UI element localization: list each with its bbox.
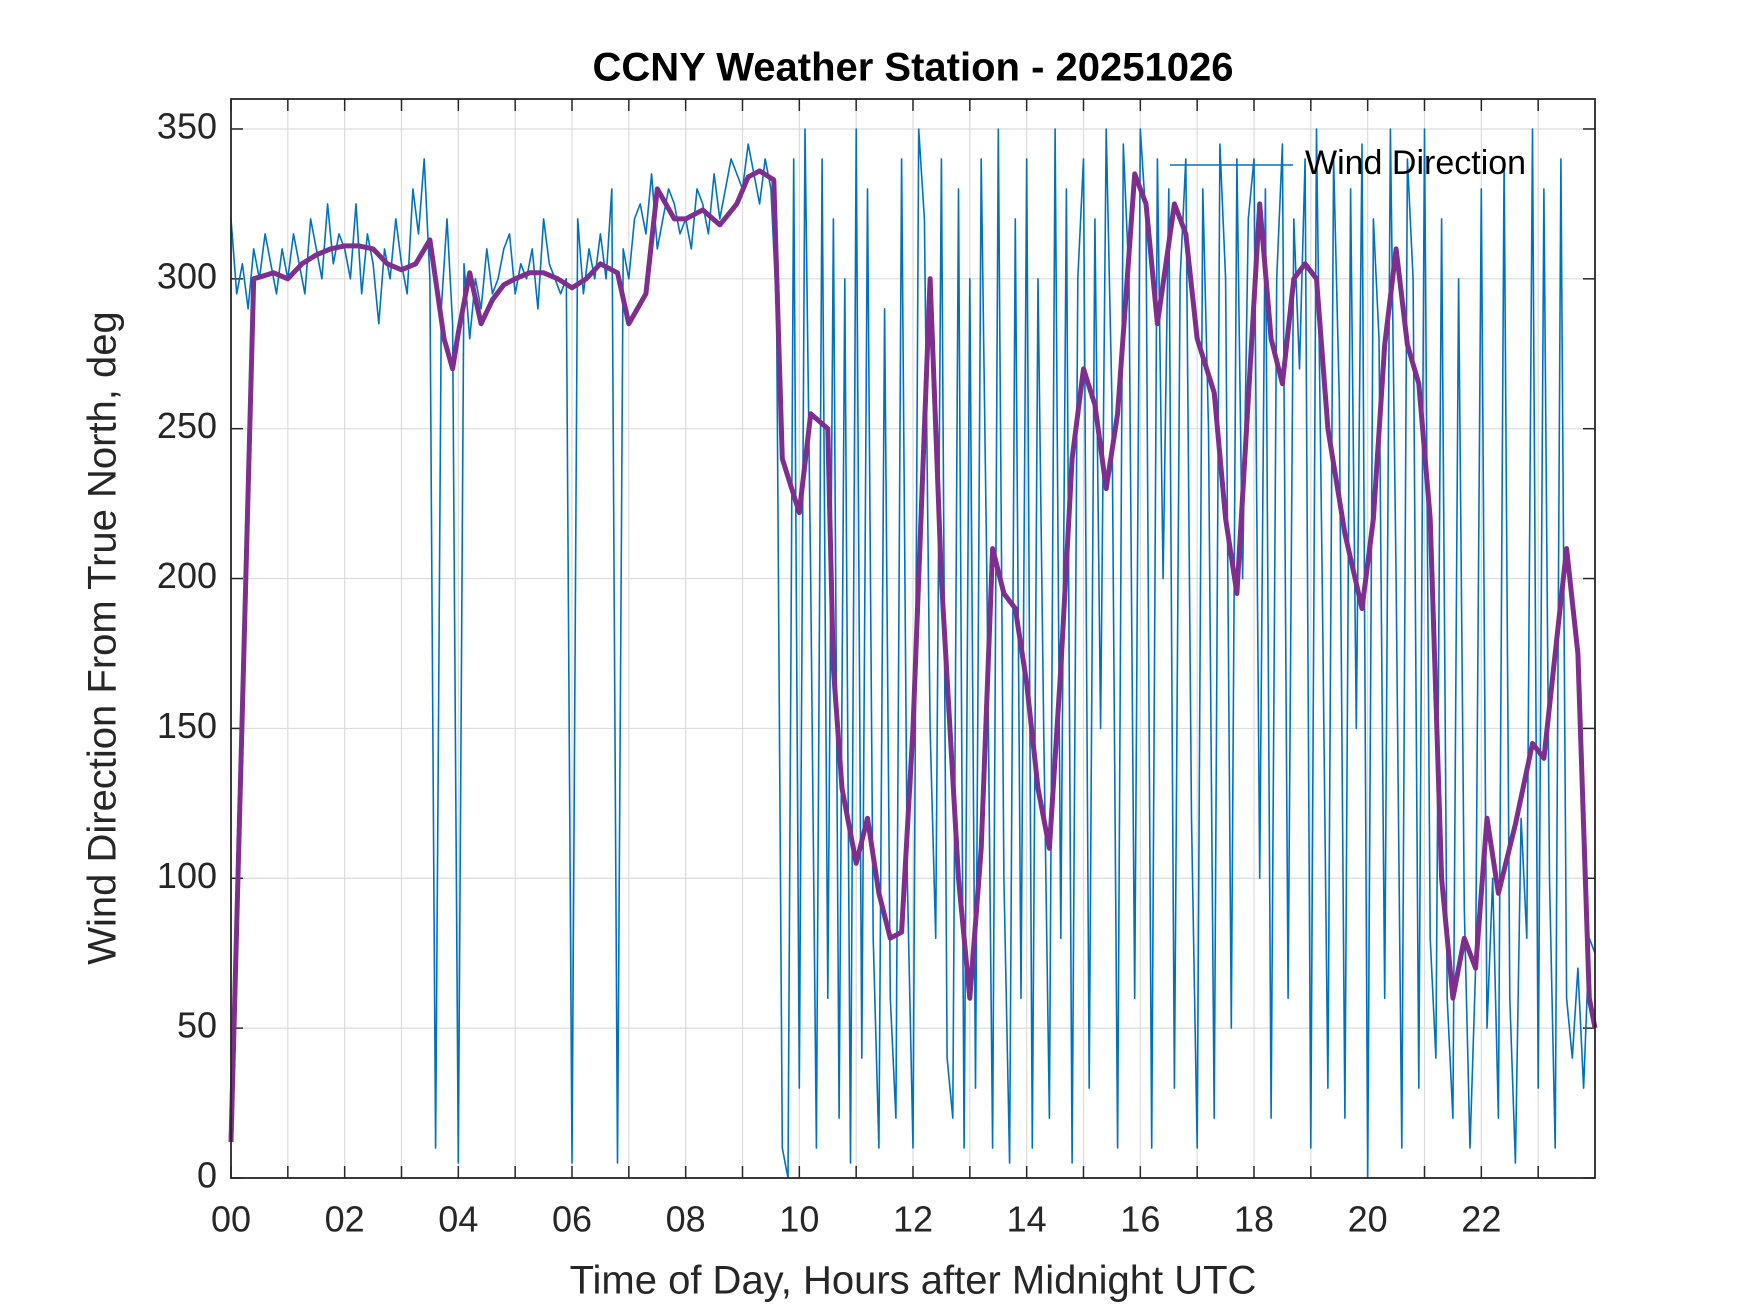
x-tick-label: 12 xyxy=(893,1199,933,1240)
y-tick-label: 250 xyxy=(157,405,217,446)
x-tick-label: 16 xyxy=(1120,1199,1160,1240)
series-line xyxy=(228,168,1598,1143)
x-tick-label: 06 xyxy=(552,1199,592,1240)
plot-frame xyxy=(230,98,1596,1179)
x-tick-label: 22 xyxy=(1461,1199,1501,1240)
y-tick-label: 150 xyxy=(157,705,217,746)
chart-title: CCNY Weather Station - 20251026 xyxy=(593,46,1234,90)
y-tick-label: 50 xyxy=(177,1005,217,1046)
x-axis-label: Time of Day, Hours after Midnight UTC xyxy=(570,1259,1257,1303)
y-tick-label: 300 xyxy=(157,255,217,296)
x-tick-label: 04 xyxy=(438,1199,478,1240)
y-tick-label: 200 xyxy=(157,555,217,596)
x-tick-label: 08 xyxy=(666,1199,706,1240)
y-tick-label: 350 xyxy=(157,105,217,146)
x-tick-label: 10 xyxy=(779,1199,819,1240)
x-tick-label: 02 xyxy=(325,1199,365,1240)
y-tick-label: 100 xyxy=(157,855,217,896)
y-tick-label: 0 xyxy=(197,1155,217,1196)
y-axis-label: Wind Direction From True North, deg xyxy=(81,311,125,965)
x-tick-label: 00 xyxy=(211,1199,251,1240)
x-tick-label: 20 xyxy=(1348,1199,1388,1240)
x-tick-label: 18 xyxy=(1234,1199,1274,1240)
x-tick-label: 14 xyxy=(1007,1199,1047,1240)
legend-label: Wind Direction xyxy=(1305,144,1526,182)
